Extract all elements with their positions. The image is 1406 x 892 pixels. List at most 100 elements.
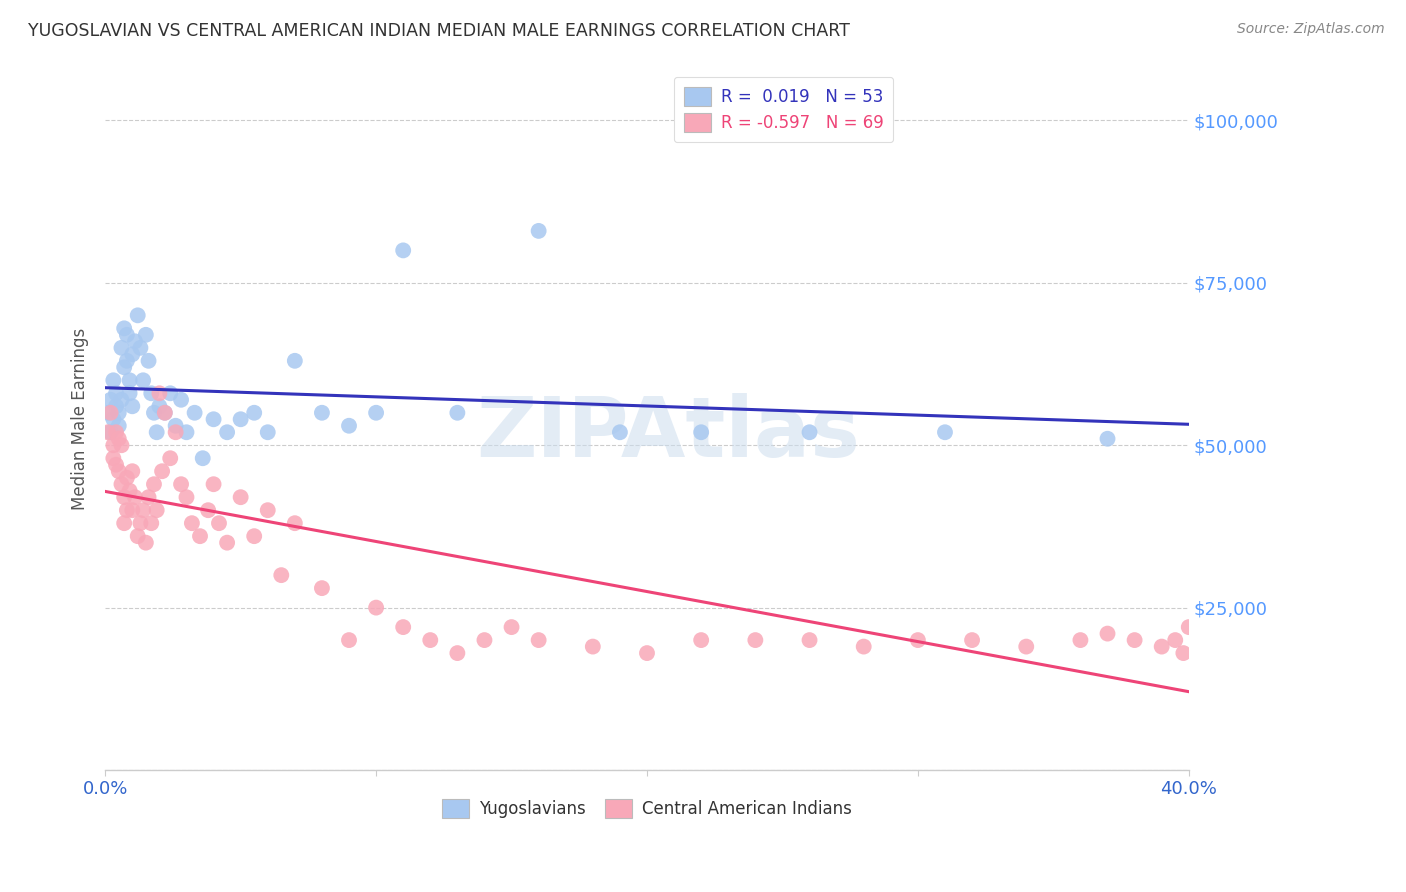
Point: [110, 477, 132, 491]
Point: [446, 646, 468, 660]
Point: [112, 516, 135, 531]
Point: [159, 386, 181, 401]
Point: [107, 464, 129, 478]
Point: [100, 406, 122, 420]
Point: [121, 399, 143, 413]
Text: YUGOSLAVIAN VS CENTRAL AMERICAN INDIAN MEDIAN MALE EARNINGS CORRELATION CHART: YUGOSLAVIAN VS CENTRAL AMERICAN INDIAN M…: [28, 22, 851, 40]
Point: [744, 633, 766, 648]
Point: [141, 386, 163, 401]
Point: [311, 406, 333, 420]
Point: [127, 529, 149, 543]
Point: [1123, 633, 1146, 648]
Point: [110, 438, 132, 452]
Point: [124, 490, 146, 504]
Point: [132, 373, 155, 387]
Y-axis label: Median Male Earnings: Median Male Earnings: [72, 328, 89, 510]
Point: [132, 503, 155, 517]
Point: [202, 412, 225, 426]
Point: [135, 535, 157, 549]
Point: [103, 451, 125, 466]
Point: [97, 406, 120, 420]
Point: [527, 224, 550, 238]
Point: [118, 373, 141, 387]
Point: [150, 464, 173, 478]
Point: [105, 399, 128, 413]
Point: [270, 568, 292, 582]
Point: [115, 353, 138, 368]
Point: [105, 386, 128, 401]
Point: [153, 406, 176, 420]
Point: [527, 633, 550, 648]
Point: [110, 341, 132, 355]
Point: [799, 633, 821, 648]
Point: [110, 392, 132, 407]
Point: [188, 529, 211, 543]
Text: Source: ZipAtlas.com: Source: ZipAtlas.com: [1237, 22, 1385, 37]
Point: [121, 347, 143, 361]
Point: [217, 535, 239, 549]
Point: [183, 406, 205, 420]
Point: [1097, 432, 1119, 446]
Point: [159, 451, 181, 466]
Point: [1069, 633, 1091, 648]
Point: [799, 425, 821, 440]
Point: [366, 600, 388, 615]
Point: [501, 620, 523, 634]
Point: [284, 353, 307, 368]
Point: [112, 360, 135, 375]
Point: [105, 425, 128, 440]
Point: [243, 529, 266, 543]
Point: [143, 477, 166, 491]
Point: [217, 425, 239, 440]
Point: [243, 406, 266, 420]
Point: [121, 464, 143, 478]
Point: [148, 386, 170, 401]
Point: [229, 490, 252, 504]
Point: [112, 321, 135, 335]
Point: [176, 425, 198, 440]
Point: [337, 418, 360, 433]
Point: [103, 373, 125, 387]
Point: [112, 490, 135, 504]
Point: [582, 640, 605, 654]
Point: [191, 451, 214, 466]
Point: [256, 425, 278, 440]
Point: [105, 458, 128, 472]
Point: [145, 503, 167, 517]
Point: [1164, 633, 1187, 648]
Point: [138, 353, 160, 368]
Point: [100, 425, 122, 440]
Point: [100, 392, 122, 407]
Point: [138, 490, 160, 504]
Point: [392, 620, 415, 634]
Point: [143, 406, 166, 420]
Point: [197, 503, 219, 517]
Point: [145, 425, 167, 440]
Point: [690, 425, 713, 440]
Point: [115, 503, 138, 517]
Point: [337, 633, 360, 648]
Point: [609, 425, 631, 440]
Point: [202, 477, 225, 491]
Point: [121, 503, 143, 517]
Point: [103, 438, 125, 452]
Point: [1150, 640, 1173, 654]
Point: [141, 516, 163, 531]
Point: [118, 483, 141, 498]
Point: [229, 412, 252, 426]
Point: [284, 516, 307, 531]
Point: [934, 425, 956, 440]
Point: [366, 406, 388, 420]
Point: [1015, 640, 1038, 654]
Point: [148, 399, 170, 413]
Point: [446, 406, 468, 420]
Point: [127, 309, 149, 323]
Point: [115, 471, 138, 485]
Point: [170, 477, 193, 491]
Point: [153, 406, 176, 420]
Point: [103, 412, 125, 426]
Point: [960, 633, 983, 648]
Point: [256, 503, 278, 517]
Point: [135, 327, 157, 342]
Point: [419, 633, 441, 648]
